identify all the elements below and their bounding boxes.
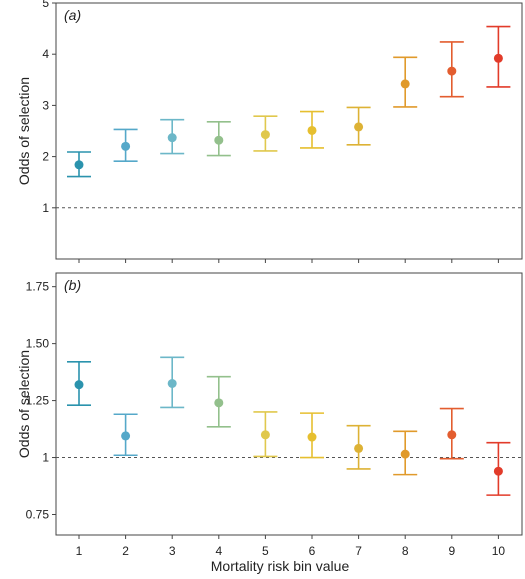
data-point: [260, 130, 270, 140]
data-point: [354, 443, 364, 453]
data-point: [307, 432, 317, 442]
panel-label: (a): [64, 7, 81, 23]
data-point: [74, 380, 84, 390]
x-tick-label: 1: [76, 544, 83, 558]
y-tick-label: 3: [42, 98, 49, 112]
data-point: [447, 430, 457, 440]
data-point: [400, 449, 410, 459]
y-axis-label: Odds of selection: [16, 350, 32, 458]
data-point: [493, 466, 503, 476]
x-tick-label: 5: [262, 544, 269, 558]
data-point: [214, 135, 224, 145]
data-point: [307, 125, 317, 135]
y-tick-label: 1.50: [26, 337, 50, 351]
x-tick-label: 9: [448, 544, 455, 558]
data-point: [354, 122, 364, 132]
y-tick-label: 1.25: [26, 394, 50, 408]
data-point: [400, 79, 410, 89]
plot-frame: [55, 2, 523, 260]
data-point: [121, 431, 131, 441]
panel-a: 1 2 3 4 5 Odds of selection (a): [16, 0, 523, 263]
y-axis-label: Odds of selection: [16, 77, 32, 185]
panel-label: (b): [64, 277, 81, 293]
y-tick-label: 1.75: [26, 280, 50, 294]
x-tick-label: 3: [169, 544, 176, 558]
data-point: [493, 53, 503, 63]
x-tick-label: 6: [309, 544, 316, 558]
x-tick-label: 10: [492, 544, 506, 558]
x-tick-label: 2: [122, 544, 129, 558]
y-tick-label: 1: [42, 201, 49, 215]
y-tick-label: 5: [42, 0, 49, 10]
data-point: [214, 398, 224, 408]
y-tick-label: 4: [42, 47, 49, 61]
data-point: [167, 133, 177, 143]
data-point: [74, 160, 84, 170]
y-tick-label: 0.75: [26, 507, 50, 521]
x-tick-label: 4: [215, 544, 222, 558]
x-tick-label: 7: [355, 544, 362, 558]
panel-b: 0.75 1 1.25 1.50 1.75 Odds of selection (b) 1 2 3…: [16, 272, 523, 558]
y-tick-label: 1: [42, 451, 49, 465]
y-tick-label: 2: [42, 150, 49, 164]
data-point: [167, 378, 177, 388]
data-point: [121, 141, 131, 151]
data-point: [447, 66, 457, 76]
x-tick-label: 8: [402, 544, 409, 558]
data-point: [260, 430, 270, 440]
plot-frame: [55, 272, 523, 536]
x-axis-label: Mortality risk bin value: [211, 558, 350, 574]
